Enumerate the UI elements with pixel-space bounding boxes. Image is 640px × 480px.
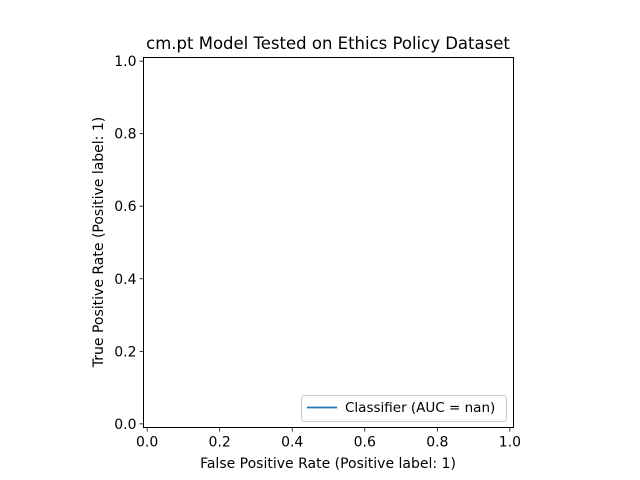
y-tick-label: 0.2 (114, 344, 136, 360)
legend: Classifier (AUC = nan) (301, 395, 507, 422)
y-tick-label: 0.0 (114, 417, 136, 433)
y-tick-label: 1.0 (114, 54, 136, 70)
legend-entry-label: Classifier (AUC = nan) (345, 400, 495, 416)
y-axis-label: True Positive Rate (Positive label: 1) (91, 117, 107, 368)
x-tick-label: 1.0 (499, 435, 521, 451)
x-axis-ticks: 0.0 0.2 0.4 0.6 0.8 1.0 (136, 427, 521, 451)
x-tick-label: 0.2 (209, 435, 231, 451)
chart-title: cm.pt Model Tested on Ethics Policy Data… (146, 34, 510, 53)
y-axis-ticks: 0.0 0.2 0.4 0.6 0.8 1.0 (114, 54, 144, 433)
y-tick-label: 0.4 (114, 272, 136, 288)
x-tick-label: 0.8 (426, 435, 448, 451)
x-tick-label: 0.4 (281, 435, 303, 451)
y-tick-label: 0.6 (114, 199, 136, 215)
y-tick-label: 0.8 (114, 127, 136, 143)
plot-area-frame (143, 57, 514, 428)
legend-box (301, 395, 507, 422)
x-tick-label: 0.0 (136, 435, 158, 451)
x-tick-label: 0.6 (354, 435, 376, 451)
x-axis-label: False Positive Rate (Positive label: 1) (200, 456, 456, 472)
